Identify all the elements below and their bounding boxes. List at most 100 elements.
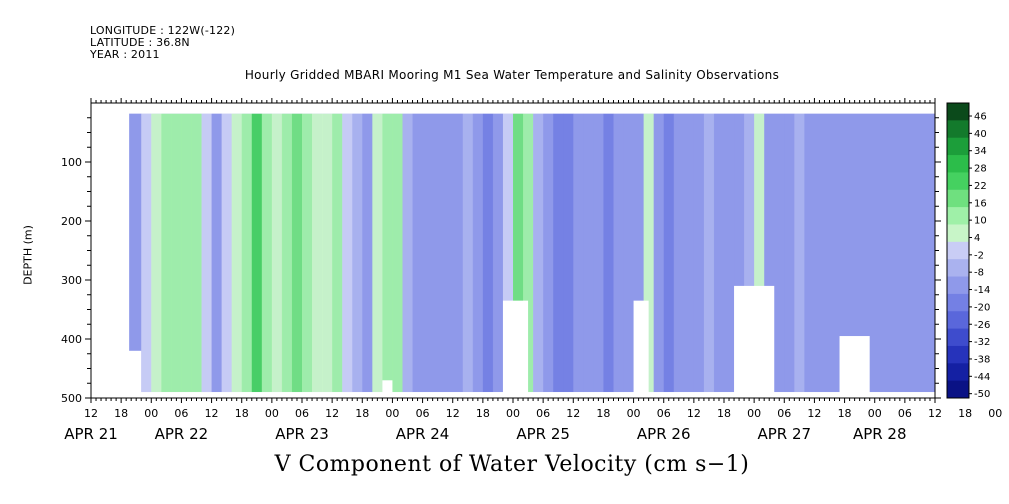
heatmap-cell [372, 113, 383, 393]
heatmap-cell [774, 113, 785, 393]
missing-data-region [502, 300, 529, 398]
missing-data-region [633, 300, 649, 398]
heatmap-cell [513, 113, 524, 393]
x-date-label: APR 28 [853, 425, 907, 443]
colorbar-segment [947, 120, 969, 139]
heatmap-cell [804, 113, 935, 393]
heatmap-cell [482, 113, 494, 393]
heatmap-cell [312, 113, 323, 393]
x-tick-label: 06 [295, 407, 309, 420]
heatmap-cell [744, 113, 755, 393]
x-tick-label: 00 [385, 407, 399, 420]
longitude-label: LONGITUDE : 122W(-122) [90, 24, 236, 37]
colorbar-segment [947, 224, 969, 243]
heatmap-cell [281, 113, 293, 393]
colorbar-segment [947, 345, 969, 364]
heatmap-cell [663, 113, 675, 393]
colorbar-segment [947, 172, 969, 191]
heatmap-cell [432, 113, 444, 393]
heatmap-cell [724, 113, 735, 393]
colorbar-segment [947, 207, 969, 225]
missing-data-bottom [91, 392, 935, 398]
heatmap-cell [171, 113, 182, 393]
x-tick-label: 18 [114, 407, 128, 420]
colorbar-label: 40 [974, 129, 987, 140]
colorbar-segment [947, 293, 969, 312]
heatmap-cell [131, 113, 142, 393]
heatmap-cell [151, 113, 162, 393]
heatmap-cell [713, 113, 725, 393]
colorbar-segment [947, 380, 969, 399]
heatmap-cell [492, 113, 504, 393]
colorbar-segment [947, 276, 969, 295]
year-label: YEAR : 2011 [90, 48, 160, 61]
chart-title: Hourly Gridded MBARI Mooring M1 Sea Wate… [244, 68, 780, 82]
x-tick-label: 12 [205, 407, 219, 420]
x-tick-label: 18 [355, 407, 369, 420]
heatmap-cell [563, 113, 574, 393]
x-tick-label: 12 [807, 407, 821, 420]
heatmap-cell [392, 113, 403, 393]
heatmap-cell [231, 113, 243, 393]
heatmap-cell [302, 113, 313, 393]
missing-data-regions [91, 103, 935, 398]
x-tick-label: 00 [627, 407, 641, 420]
colorbar-label: -44 [974, 372, 990, 383]
latitude-label: LATITUDE : 36.8N [90, 36, 190, 49]
heatmap-cell [241, 113, 253, 393]
colorbar-label: -20 [974, 302, 990, 313]
x-tick-label: 18 [235, 407, 249, 420]
heatmap-cell [633, 113, 645, 393]
heatmap-cell [643, 113, 655, 393]
x-axis-ticks: 12 18 00 06 12 18 00 06 12 18 00 06 12 18 00 06 12 18 00 06… [64, 98, 1002, 443]
x-axis-label: V Component of Water Velocity (cm s−1) [274, 452, 750, 477]
y-tick-label: 200 [61, 215, 82, 228]
heatmap-cell [442, 113, 454, 393]
x-tick-label: 12 [928, 407, 942, 420]
x-tick-label: 18 [958, 407, 972, 420]
heatmap-cell [754, 113, 765, 393]
missing-data-left [91, 103, 130, 398]
y-tick-label: 100 [61, 156, 82, 169]
x-tick-label: 00 [868, 407, 882, 420]
heatmap-cell [362, 113, 373, 393]
x-tick-label: 06 [416, 407, 430, 420]
heatmap-cell [653, 113, 665, 393]
heatmap-cell [673, 113, 685, 393]
colorbar-segment [947, 189, 969, 208]
colorbar-label: -50 [974, 389, 990, 400]
heatmap-cell [472, 113, 484, 393]
colorbar-segment [947, 103, 969, 121]
x-tick-label: 12 [84, 407, 98, 420]
heatmap-cell [412, 113, 424, 393]
x-tick-label: 18 [476, 407, 490, 420]
heatmap-cell [402, 113, 414, 393]
heatmap-cell [683, 113, 695, 393]
x-date-label: APR 23 [275, 425, 329, 443]
heatmap-cell [221, 113, 233, 393]
missing-data-region [382, 380, 393, 398]
colorbar-segment [947, 363, 969, 382]
heatmap-cell [452, 113, 464, 393]
heatmap-cell [191, 113, 203, 393]
heatmap-cell [251, 113, 263, 393]
colorbar-label: -8 [974, 268, 984, 279]
y-tick-label: 300 [61, 274, 82, 287]
x-date-label: APR 27 [757, 425, 811, 443]
colorbar-frame [946, 102, 970, 399]
heatmap-cell [613, 113, 625, 393]
colorbar-segment [947, 137, 969, 156]
x-tick-label: 18 [596, 407, 610, 420]
colorbar-label: -38 [974, 354, 990, 365]
colorbar-label: 16 [974, 198, 987, 209]
heatmap-cell [734, 113, 745, 393]
colorbar-label: -14 [974, 285, 990, 296]
colorbar-label: -32 [974, 337, 990, 348]
x-tick-label: 18 [717, 407, 731, 420]
heatmap-cell [201, 113, 213, 393]
heatmap-cell [794, 113, 805, 393]
x-tick-label: 12 [687, 407, 701, 420]
x-tick-label: 06 [657, 407, 671, 420]
colorbar-label: 4 [974, 233, 980, 244]
